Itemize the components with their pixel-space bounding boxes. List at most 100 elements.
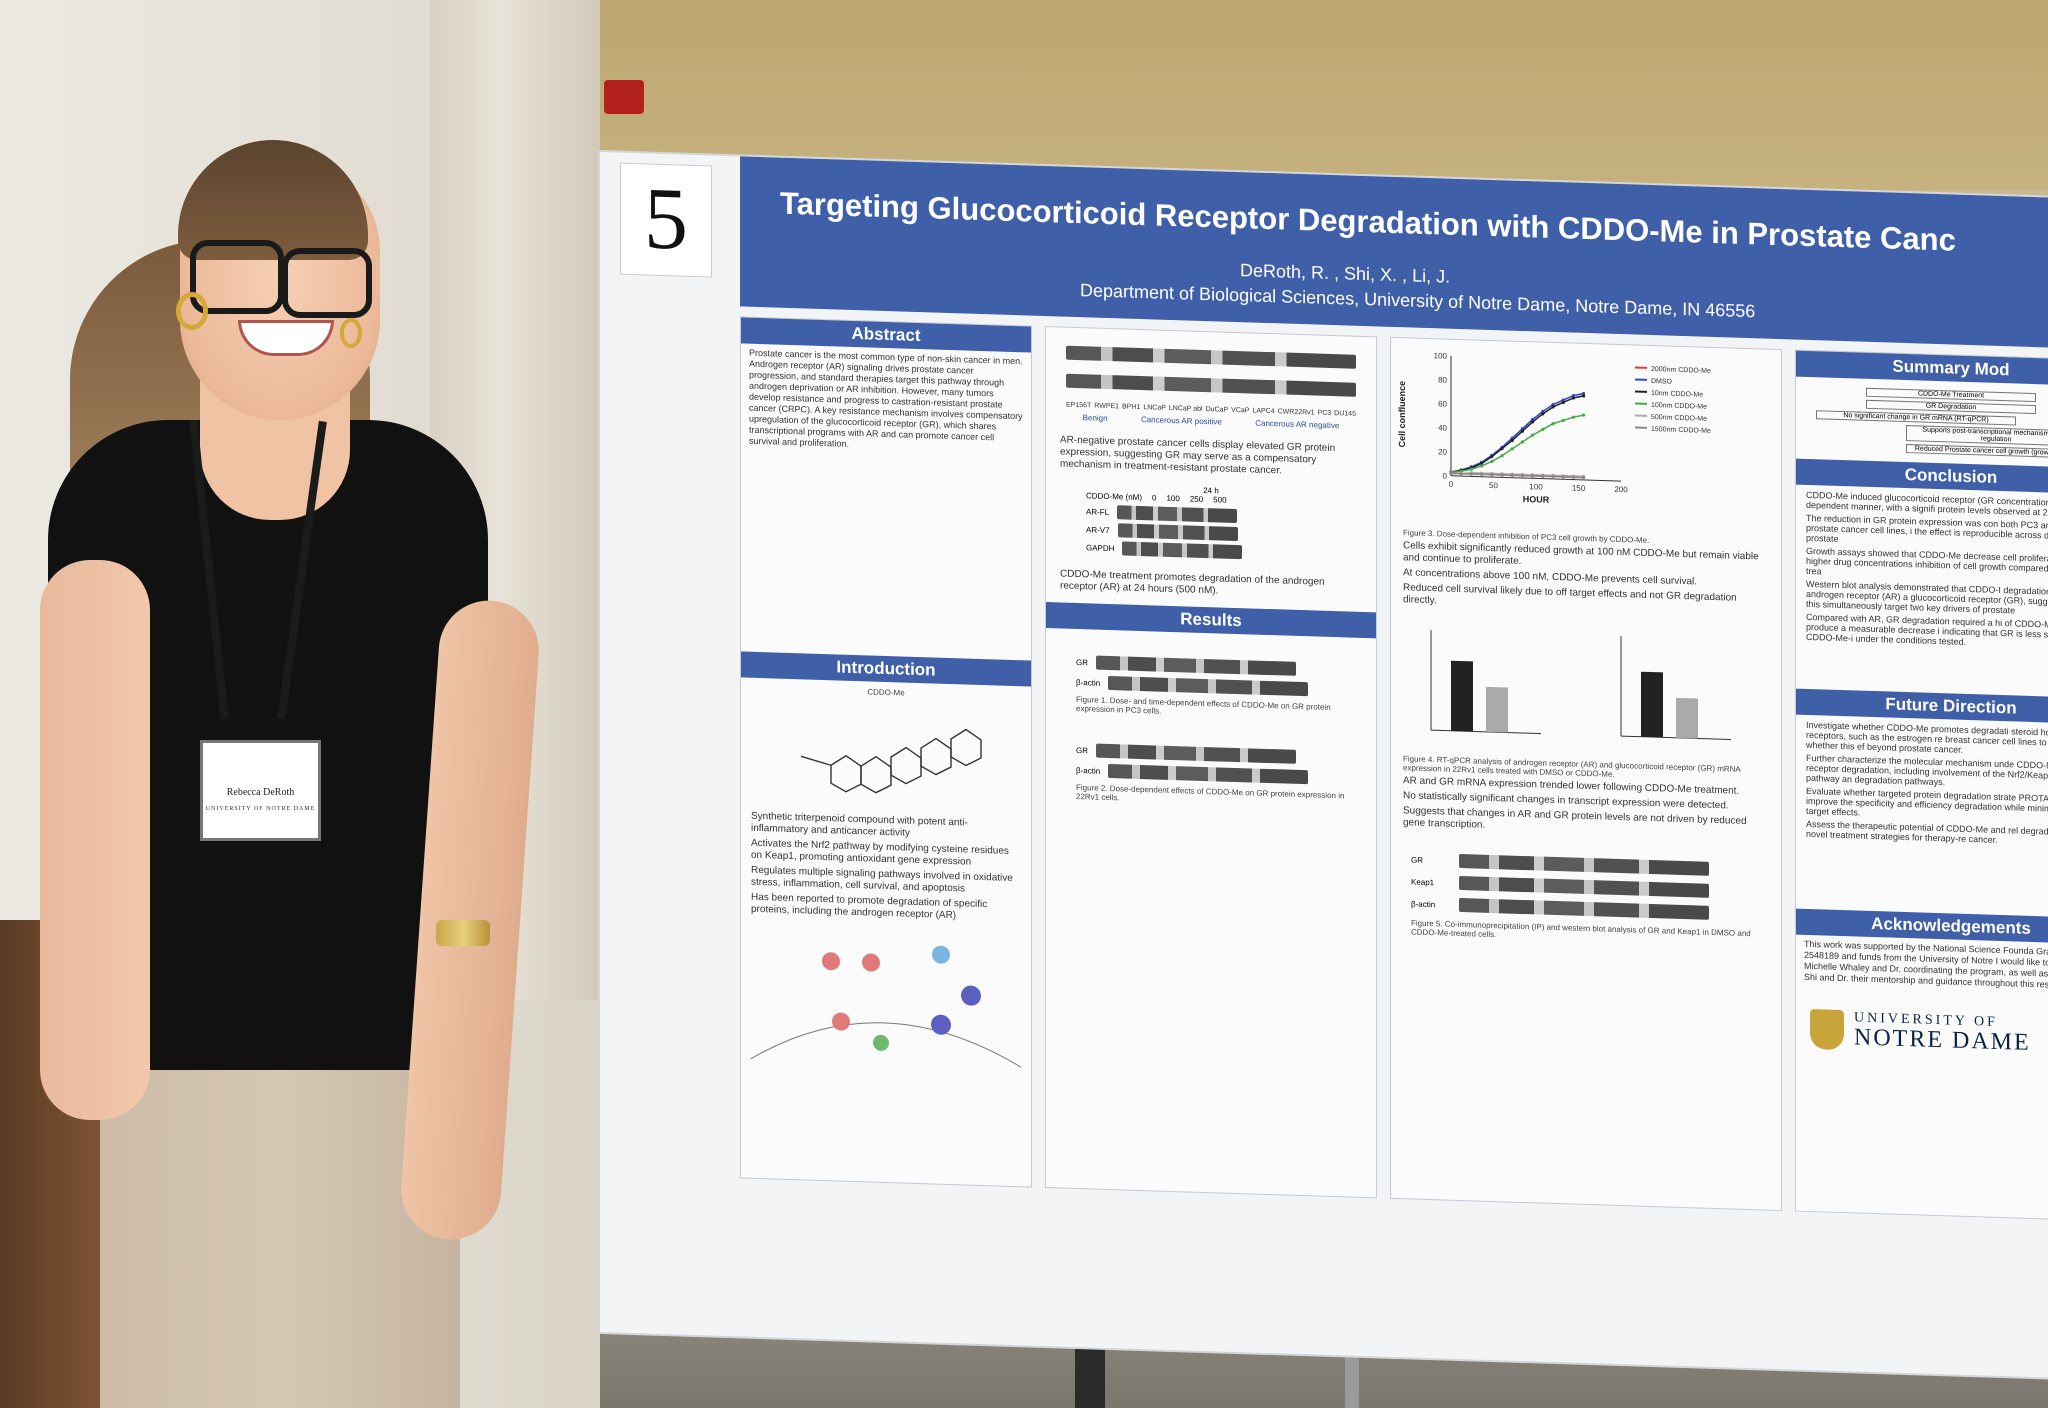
person-arm	[40, 560, 150, 1120]
cell-line-label: LNCaP abl	[1168, 404, 1203, 413]
x-tick-label: 200	[1614, 485, 1628, 494]
y-tick-label: 20	[1438, 447, 1447, 456]
data-point	[1571, 393, 1575, 398]
cell-line-label: BPH1	[1122, 403, 1141, 411]
data-point	[1541, 474, 1545, 478]
back-wall	[600, 0, 2048, 190]
blot-band	[1459, 853, 1709, 876]
blot-row-label: β-actin	[1411, 898, 1436, 909]
dose-label: 0	[1152, 493, 1157, 503]
legend-label: 2000nm CDDO-Me	[1651, 366, 1711, 375]
y-tick-label: 100	[1434, 351, 1448, 360]
badge-name: Rebecca DeRoth	[226, 787, 295, 798]
cell-line-label: RWPE1	[1094, 402, 1120, 411]
data-point	[1561, 418, 1565, 423]
future-bullet: Assess the therapeutic potential of CDDO…	[1806, 818, 2048, 845]
cell-line-label: VCaP	[1231, 406, 1250, 415]
summary-model: CDDO-Me Treatment GR Degradation No sign…	[1796, 377, 2048, 469]
blot-band	[1459, 875, 1709, 898]
series-line	[1450, 392, 1584, 473]
blot-row-label: β-actin	[1076, 677, 1101, 688]
cell-line-label: DuCaP	[1205, 406, 1229, 414]
result-bullet: AR-negative prostate cancer cells displa…	[1060, 434, 1336, 477]
ack-text: This work was supported by the National …	[1804, 938, 2048, 991]
column-summary: Summary Mod CDDO-Me Treatment GR Degrada…	[1795, 349, 2048, 1222]
data-point	[1561, 400, 1565, 405]
gr-qpcr-chart	[1620, 636, 1731, 741]
intro-bullets: Synthetic triterpenoid compound with pot…	[741, 810, 1031, 924]
university-logo: UNIVERSITY OF NOTRE DAME	[1796, 1005, 2048, 1063]
abstract-text: Prostate cancer is the most common type …	[749, 347, 1023, 449]
data-point	[1561, 475, 1565, 479]
fire-alarm	[604, 80, 644, 114]
x-tick-label: 100	[1529, 482, 1543, 491]
group-label: Cancerous AR negative	[1255, 418, 1340, 431]
data-point	[1469, 472, 1474, 476]
earring-icon	[340, 318, 362, 348]
data-point	[1459, 469, 1463, 473]
research-poster: 5 Targeting Glucocorticoid Receptor Degr…	[600, 152, 2048, 1380]
series-line	[1450, 395, 1584, 473]
cell-line-label: LAPC4	[1252, 407, 1275, 416]
data-point	[1490, 455, 1494, 459]
blot-band	[1066, 373, 1356, 397]
data-point	[1449, 471, 1453, 475]
data-point	[1480, 472, 1484, 476]
blot-band	[1066, 345, 1356, 369]
cell-line-label: DU145	[1334, 410, 1356, 418]
cell-line-label: PC3	[1317, 409, 1332, 417]
data-point	[1500, 446, 1504, 451]
conclusion-bullet: Compared with AR, GR degradation require…	[1806, 611, 2048, 647]
name-badge: Rebecca DeRoth UNIVERSITY OF NOTRE DAME	[200, 740, 321, 841]
data-point	[1531, 433, 1535, 437]
series-line	[1451, 472, 1584, 479]
data-point	[1582, 394, 1586, 398]
y-tick-label: 60	[1438, 399, 1447, 408]
growth-chart-svg: 0 20 40 60 80 100 0 50 100 150 200 HOUR Cell conflue…	[1397, 351, 1711, 505]
data-point	[1571, 396, 1575, 400]
data-point	[1541, 427, 1545, 432]
data-point	[1531, 474, 1535, 478]
cell-line-label: EP156T	[1066, 401, 1092, 410]
blot-row-label: Keap1	[1411, 876, 1435, 887]
y-axis-label: Cell confluence	[1397, 381, 1407, 448]
blot-row-label: GR	[1076, 745, 1088, 755]
data-point	[1480, 461, 1484, 466]
dose-label: 100	[1166, 493, 1180, 504]
blot-row-label: AR-V7	[1086, 524, 1110, 535]
compound-structure	[800, 728, 982, 794]
blot-row-label: CDDO-Me (nM)	[1086, 491, 1142, 503]
data-point	[1510, 447, 1514, 451]
glasses-icon	[282, 248, 372, 318]
data-point	[1490, 459, 1494, 464]
column-results-right: 0 20 40 60 80 100 0 50 100 150 200 HOUR Cell conflue…	[1390, 336, 1782, 1212]
growth-chart: 0 20 40 60 80 100 0 50 100 150 200 HOUR Cell conflue…	[1391, 338, 1781, 540]
gr-cellline-blot: EP156T RWPE1 BPH1 LNCaP LNCaP abl DuCaP …	[1046, 327, 1376, 441]
blot-row-label: AR-FL	[1086, 506, 1110, 517]
x-axis	[1451, 475, 1621, 482]
watch-icon	[436, 920, 490, 946]
x-tick-label: 50	[1489, 481, 1498, 490]
cell-line-label: CWR22Rv1	[1277, 408, 1315, 417]
university-name-line: NOTRE DAME	[1854, 1024, 2031, 1056]
blot-row-label: GR	[1411, 854, 1423, 865]
data-point	[1520, 473, 1524, 478]
dose-label: 250	[1189, 494, 1204, 504]
data-point	[1582, 475, 1586, 480]
group-label: Benign	[1082, 413, 1108, 423]
poster-authors: DeRoth, R. , Shi, X. , Li, J.	[1240, 260, 1451, 287]
result-note: AR-negative prostate cancer cells displa…	[1046, 434, 1376, 480]
blot-row-label: GAPDH	[1086, 542, 1115, 553]
blot-band	[1096, 743, 1296, 764]
figure-5: GR Keap1 β-actin Figure 5. Co-immunoprec…	[1391, 832, 1781, 960]
column-abstract-intro: Abstract Prostate cancer is the most com…	[740, 316, 1032, 1188]
data-point	[1551, 402, 1555, 407]
figure-caption: Figure 2. Dose-dependent effects of CDDO…	[1076, 782, 1345, 803]
group-label: Cancerous AR positive	[1140, 415, 1222, 427]
figure-2: GR β-actin Figure 2. Dose-dependent effe…	[1046, 716, 1376, 814]
data-point	[1582, 391, 1586, 396]
series-line	[1450, 414, 1584, 473]
x-tick-label: 0	[1449, 480, 1454, 489]
blot-band	[1108, 763, 1309, 785]
poster-number: 5	[620, 162, 712, 278]
